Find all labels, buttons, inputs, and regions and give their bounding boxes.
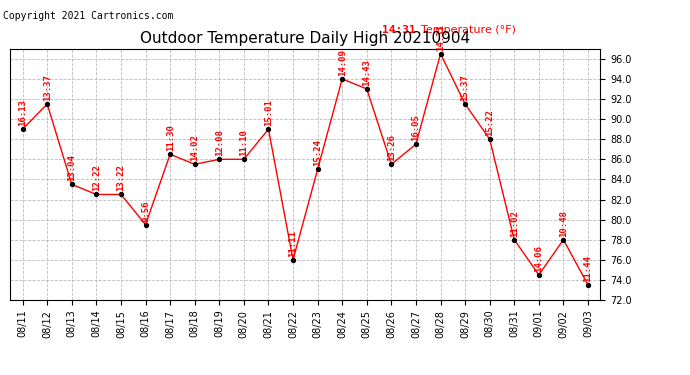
Point: [582, 282, 593, 288]
Point: [214, 156, 225, 162]
Point: [189, 161, 200, 167]
Text: 11:44: 11:44: [584, 255, 593, 282]
Title: Outdoor Temperature Daily High 20210904: Outdoor Temperature Daily High 20210904: [140, 31, 471, 46]
Text: 13:37: 13:37: [43, 74, 52, 101]
Point: [509, 237, 520, 243]
Point: [484, 136, 495, 142]
Text: 13:22: 13:22: [117, 165, 126, 192]
Text: Copyright 2021 Cartronics.com: Copyright 2021 Cartronics.com: [3, 11, 174, 21]
Point: [288, 257, 299, 263]
Point: [140, 222, 151, 228]
Text: 13:26: 13:26: [387, 134, 396, 161]
Point: [460, 101, 471, 107]
Text: 15:37: 15:37: [461, 74, 470, 101]
Point: [238, 156, 249, 162]
Point: [165, 151, 176, 157]
Point: [435, 51, 446, 57]
Text: 11:02: 11:02: [510, 210, 519, 237]
Text: 12:22: 12:22: [92, 165, 101, 192]
Point: [115, 192, 126, 198]
Text: 14:43: 14:43: [362, 59, 371, 86]
Point: [337, 76, 348, 82]
Point: [41, 101, 52, 107]
Text: 11:10: 11:10: [239, 129, 248, 156]
Text: 13:04: 13:04: [68, 154, 77, 182]
Text: 11:11: 11:11: [288, 230, 297, 257]
Text: 10:48: 10:48: [559, 210, 568, 237]
Point: [411, 141, 422, 147]
Text: 11:30: 11:30: [166, 124, 175, 151]
Text: 15:22: 15:22: [485, 109, 494, 136]
Text: 15:24: 15:24: [313, 140, 322, 166]
Text: 12:08: 12:08: [215, 129, 224, 156]
Point: [362, 86, 373, 92]
Text: 15:01: 15:01: [264, 99, 273, 126]
Text: 14:31: 14:31: [436, 24, 445, 51]
Text: 14:31: 14:31: [382, 25, 416, 35]
Text: 14:02: 14:02: [190, 134, 199, 161]
Text: Temperature (°F): Temperature (°F): [415, 25, 516, 35]
Point: [66, 182, 77, 188]
Point: [558, 237, 569, 243]
Text: 16:13: 16:13: [18, 99, 27, 126]
Point: [533, 272, 544, 278]
Text: 14:09: 14:09: [337, 49, 346, 76]
Point: [263, 126, 274, 132]
Text: 16:05: 16:05: [411, 114, 420, 141]
Point: [312, 166, 323, 172]
Text: 9:56: 9:56: [141, 200, 150, 222]
Point: [91, 192, 102, 198]
Point: [17, 126, 28, 132]
Point: [386, 161, 397, 167]
Text: 14:06: 14:06: [534, 245, 543, 272]
